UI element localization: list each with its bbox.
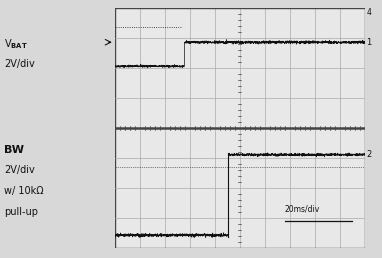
Text: 4: 4 — [367, 8, 371, 17]
Text: 2V/div: 2V/div — [4, 60, 34, 69]
Text: 20ms/div: 20ms/div — [285, 205, 320, 214]
Text: pull-up: pull-up — [4, 207, 38, 216]
Text: 2V/div: 2V/div — [4, 165, 34, 175]
Text: 2: 2 — [367, 150, 372, 159]
Text: w/ 10kΩ: w/ 10kΩ — [4, 186, 44, 196]
Text: 1: 1 — [367, 38, 372, 47]
Text: BW: BW — [4, 145, 24, 155]
Text: V$_{\mathbf{BAT}}$: V$_{\mathbf{BAT}}$ — [4, 37, 28, 51]
